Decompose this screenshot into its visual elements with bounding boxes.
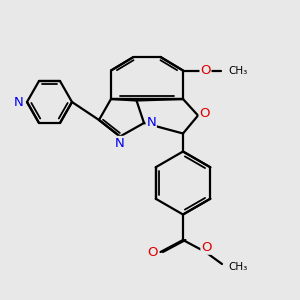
Text: CH₃: CH₃	[229, 262, 248, 272]
Text: N: N	[146, 116, 156, 130]
Text: O: O	[200, 64, 211, 77]
Text: CH₃: CH₃	[228, 65, 248, 76]
Text: O: O	[147, 245, 157, 259]
Text: N: N	[115, 136, 124, 150]
Text: O: O	[200, 106, 210, 120]
Text: O: O	[201, 241, 212, 254]
Text: N: N	[14, 95, 23, 109]
